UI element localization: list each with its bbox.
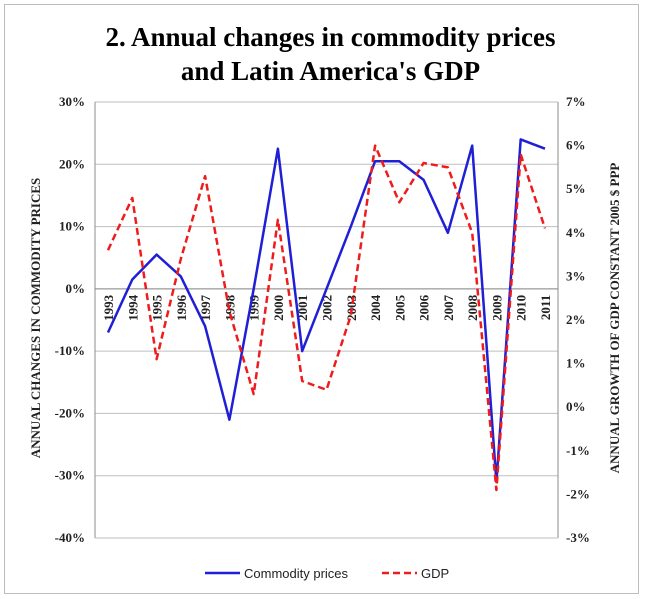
y-right-tick-label: 0% <box>566 399 586 414</box>
legend: Commodity prices GDP <box>205 566 449 581</box>
x-tick-label: 1996 <box>174 294 189 321</box>
x-tick-label: 2011 <box>538 295 553 320</box>
x-tick-label: 2009 <box>489 294 504 321</box>
legend-commodity-label: Commodity prices <box>244 566 349 581</box>
x-tick-label: 2007 <box>441 294 456 321</box>
y-right-tick-label: 6% <box>566 138 586 153</box>
y-right-tick-label: 4% <box>566 225 586 240</box>
y-axis-left-label: ANNUAL CHANGES IN COMMODITY PRICES <box>28 178 43 458</box>
x-tick-label: 2004 <box>368 294 383 321</box>
x-tick-label: 2003 <box>344 294 359 321</box>
y-left-tick-label: 20% <box>59 156 85 171</box>
x-axis-ticks: 1993 1994 1995 1996 1997 1998 1999 2000 2001 2002… <box>101 294 553 321</box>
y-right-tick-label: -3% <box>566 530 590 545</box>
y-right-tick-label: 7% <box>566 94 586 109</box>
legend-gdp-label: GDP <box>421 566 449 581</box>
x-tick-label: 2010 <box>514 295 529 321</box>
right-axis-ticks: 7% 6% 5% 4% 3% 2% 1% 0% -1% -2% -3% <box>566 94 590 545</box>
y-left-tick-label: -40% <box>55 530 85 545</box>
y-right-tick-label: 2% <box>566 312 586 327</box>
y-left-tick-label: 0% <box>66 281 86 296</box>
x-tick-label: 2008 <box>465 294 480 321</box>
chart-title-line-2: and Latin America's GDP <box>180 56 481 86</box>
x-tick-label: 1997 <box>198 294 213 321</box>
y-left-tick-label: 10% <box>59 219 85 234</box>
x-tick-label: 1995 <box>150 294 165 321</box>
y-left-tick-label: -30% <box>55 468 85 483</box>
series-lines <box>106 138 547 492</box>
y-right-tick-label: -1% <box>566 443 590 458</box>
y-left-tick-label: -10% <box>55 343 85 358</box>
x-tick-label: 1993 <box>101 294 116 321</box>
chart-title-line-1: 2. Annual changes in commodity prices <box>105 22 556 52</box>
x-tick-label: 2002 <box>320 295 335 321</box>
y-left-tick-label: 30% <box>59 94 85 109</box>
y-left-tick-label: -20% <box>55 405 85 420</box>
x-tick-label: 1994 <box>125 294 140 321</box>
x-tick-label: 2000 <box>271 295 286 321</box>
x-tick-label: 2005 <box>392 294 407 321</box>
y-right-tick-label: 5% <box>566 181 586 196</box>
y-right-tick-label: 1% <box>566 356 586 371</box>
x-tick-label: 2006 <box>417 294 432 321</box>
commodity-prices-line <box>106 138 546 484</box>
y-axis-right-label: ANNUAL GROWTH OF GDP CONSTANT 2005 $ PPP <box>607 163 622 474</box>
y-right-tick-label: 3% <box>566 268 586 283</box>
gdp-line <box>106 144 547 492</box>
left-axis-ticks: 30% 20% 10% 0% -10% -20% -30% -40% <box>55 94 85 545</box>
y-right-tick-label: -2% <box>566 486 590 501</box>
